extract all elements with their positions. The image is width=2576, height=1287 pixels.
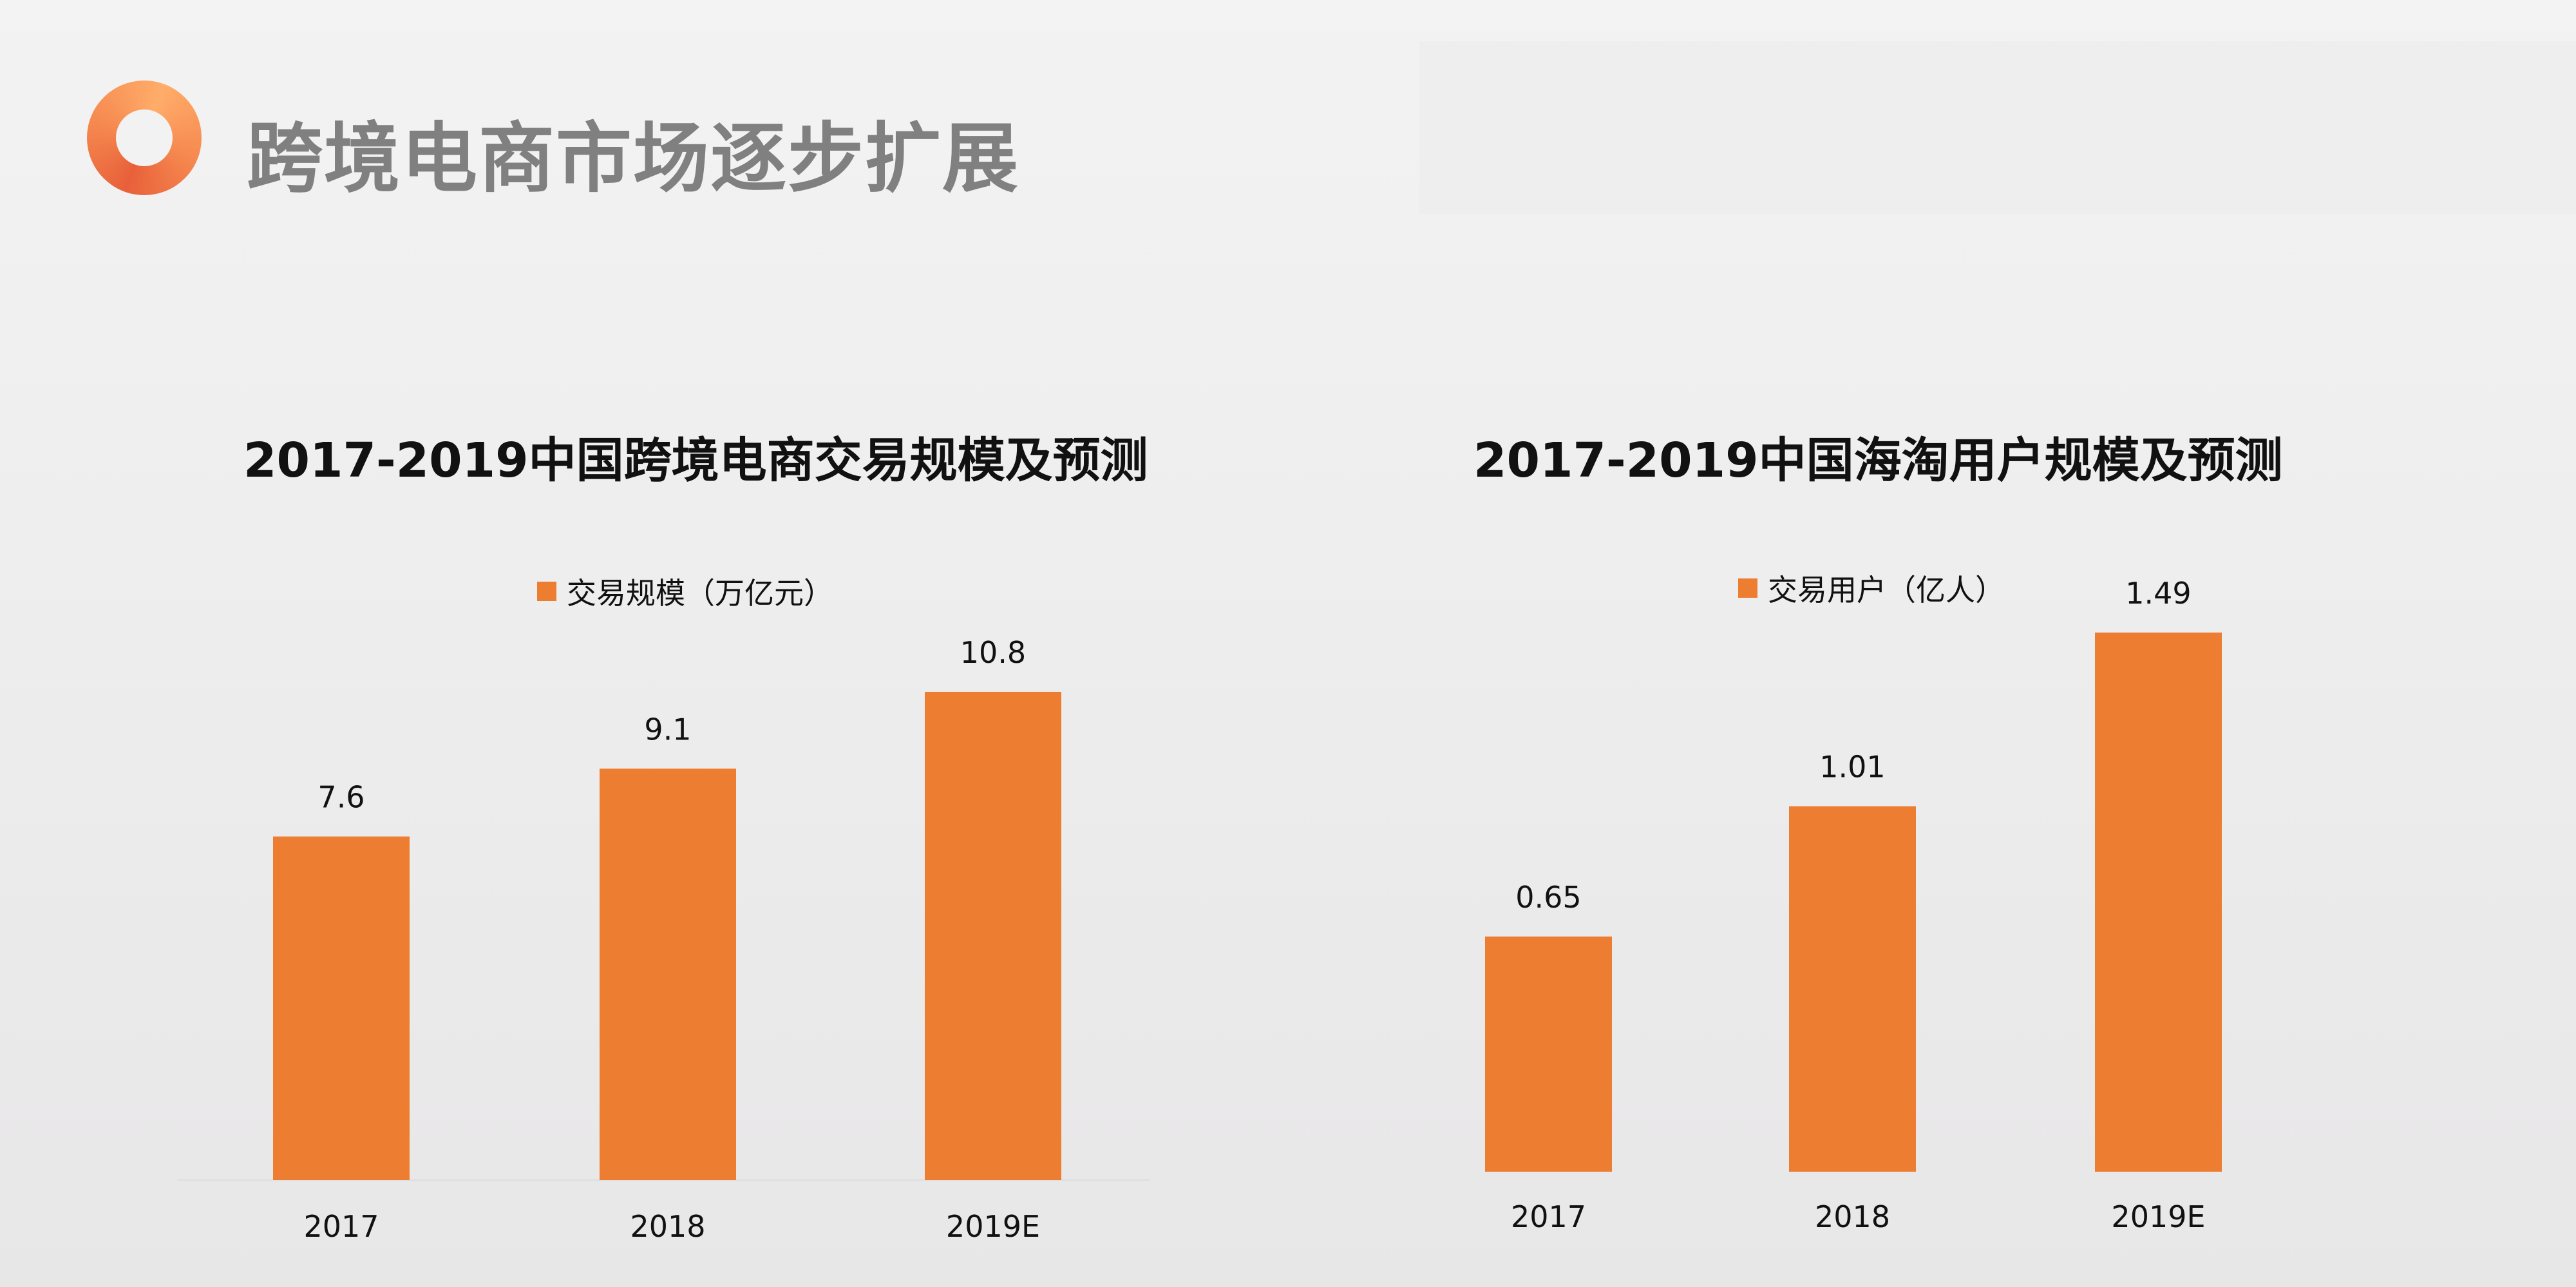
data-label: 0.65: [1515, 880, 1581, 915]
chart-title-users: 2017-2019中国海淘用户规模及预测: [1473, 433, 2283, 488]
legend-users: 交易用户（亿人）: [1738, 567, 2005, 609]
category-label: 2019E: [2111, 1199, 2205, 1234]
data-label: 7.6: [317, 780, 365, 815]
legend-label: 交易规模（万亿元）: [567, 576, 833, 611]
category-label: 2018: [1815, 1199, 1890, 1234]
legend-trade-volume: 交易规模（万亿元）: [537, 570, 833, 613]
legend-swatch: [1738, 578, 1757, 598]
bar-2019E: [2095, 633, 2222, 1172]
legend-swatch: [537, 582, 556, 601]
decorative-panel: [1419, 41, 2576, 214]
data-label: 10.8: [960, 635, 1026, 670]
category-label: 2017: [303, 1209, 379, 1244]
legend-label: 交易用户（亿人）: [1768, 573, 2005, 607]
data-label: 1.01: [1819, 750, 1885, 785]
page-title: 跨境电商市场逐步扩展: [247, 114, 1020, 203]
bar-2019E: [925, 692, 1061, 1180]
bar-2017: [273, 836, 410, 1180]
category-label: 2019E: [946, 1209, 1040, 1244]
bar-2018: [1789, 806, 1916, 1172]
ring-logo-icon: [87, 81, 202, 195]
bar-2018: [600, 768, 736, 1180]
category-label: 2018: [630, 1209, 705, 1244]
chart-title-trade-volume: 2017-2019中国跨境电商交易规模及预测: [243, 433, 1148, 488]
bar-2017: [1485, 936, 1612, 1172]
category-label: 2017: [1511, 1199, 1586, 1234]
data-label: 1.49: [2125, 576, 2191, 611]
data-label: 9.1: [644, 712, 691, 747]
